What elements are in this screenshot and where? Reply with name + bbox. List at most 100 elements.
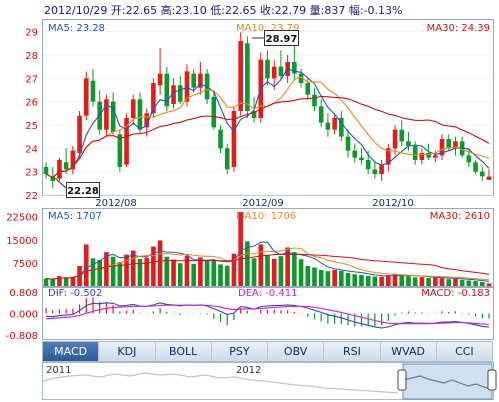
y-tick-label: 26 — [25, 98, 38, 109]
macd-y-axis: 0.808 0.000 -0.808 — [6, 288, 38, 342]
candle-body — [386, 148, 391, 165]
volume-bar — [231, 253, 237, 286]
candle-body — [318, 106, 324, 123]
navigator-handle-left[interactable] — [397, 369, 407, 391]
candles — [43, 32, 492, 188]
candle-body — [419, 153, 425, 160]
low-callout-label: 22.28 — [67, 186, 99, 197]
tab-boll[interactable]: BOLL — [156, 342, 212, 361]
candle-body — [446, 139, 452, 149]
candle-body — [164, 73, 170, 107]
volume-bar — [459, 279, 465, 286]
dea-line — [45, 304, 490, 326]
candle-body — [104, 99, 109, 130]
candle-body — [392, 129, 398, 149]
candle-body — [43, 167, 49, 174]
candle-body — [90, 80, 96, 102]
ohlc-header: 2012/10/29 开:22.65 高:23.10 低:22.65 收:22.… — [44, 4, 403, 17]
candle-body — [352, 150, 358, 158]
candle-body — [198, 73, 203, 88]
candle-body — [157, 73, 163, 86]
volume-bar — [379, 276, 384, 286]
volume-bar — [137, 258, 143, 286]
volume-bar — [433, 277, 438, 286]
vol-y-tick-label: 22500 — [6, 213, 38, 224]
candle-body — [325, 122, 331, 130]
navigator-handle-right[interactable] — [487, 369, 497, 391]
candle-body — [77, 115, 82, 153]
tab-macd[interactable]: MACD — [43, 342, 100, 361]
candle-body — [171, 85, 176, 104]
volume-bar — [117, 261, 123, 286]
candle-body — [177, 85, 183, 102]
candle-body — [479, 171, 485, 177]
tab-obv[interactable]: OBV — [268, 342, 325, 361]
candle-body — [359, 157, 364, 160]
ma5-line — [45, 67, 490, 179]
candle-body — [292, 62, 297, 74]
macd-y-tick-label: 0.000 — [9, 310, 38, 321]
y-tick-label: 29 — [25, 28, 38, 39]
y-tick-label: 24 — [25, 144, 38, 155]
indicator-tabs: MACD KDJ BOLL PSY OBV RSI WVAD CCI — [42, 341, 493, 362]
navigator-year-label: 2011 — [46, 365, 71, 376]
candle-body — [372, 169, 378, 174]
candle-body — [365, 160, 371, 170]
volume-bar — [151, 246, 156, 286]
candle-body — [151, 83, 156, 114]
volume-bar — [218, 264, 223, 286]
high-callout-label: 28.97 — [266, 34, 298, 45]
tab-rsi[interactable]: RSI — [324, 342, 381, 361]
volume-bar — [439, 278, 445, 286]
ma30-label: MA30: 24.39 — [427, 23, 490, 34]
tab-kdj[interactable]: KDJ — [99, 342, 156, 361]
volume-bar — [70, 276, 76, 286]
volume-bar — [473, 281, 478, 286]
volume-bar — [312, 267, 317, 286]
tab-cci[interactable]: CCI — [455, 345, 474, 358]
candle-body — [399, 129, 405, 142]
candle-body — [124, 118, 129, 165]
candle-body — [439, 139, 445, 156]
candle-body — [339, 118, 344, 137]
macd-label: MACD: -0.183 — [421, 288, 490, 299]
navigator-year-label: 2012 — [236, 365, 261, 376]
volume-bar — [426, 277, 431, 286]
volume-bar — [359, 274, 364, 286]
volume-bar — [251, 258, 257, 286]
candle-body — [265, 59, 270, 79]
vol-ma30-line — [45, 253, 490, 280]
candle-body — [433, 155, 438, 158]
volume-bar — [466, 280, 472, 286]
volume-bar — [245, 241, 250, 286]
volume-bar — [57, 276, 62, 286]
vol-ma30-label: MA30: 2610 — [430, 211, 490, 222]
candle-body — [144, 113, 149, 128]
ma5-label: MA5: 23.28 — [48, 23, 105, 34]
tab-psy[interactable]: PSY — [212, 342, 268, 361]
date-label: 2012/08 — [95, 198, 137, 209]
candle-body — [224, 148, 230, 170]
volume-bar — [238, 212, 243, 286]
volume-y-axis: 22500 15000 7500 — [6, 213, 38, 270]
volume-bar — [399, 275, 405, 286]
volume-bar — [258, 244, 264, 286]
volume-bar — [486, 283, 492, 286]
volume-bar — [271, 258, 277, 286]
macd-y-tick-label: -0.808 — [6, 331, 38, 342]
macd-lines — [45, 302, 490, 329]
ma-lines — [45, 67, 490, 179]
ma10-label: MA10: 23.79 — [236, 23, 299, 34]
high-callout-box — [264, 30, 299, 46]
volume-bar — [124, 254, 129, 286]
volume-bar — [305, 265, 311, 286]
candle-body — [473, 162, 478, 172]
volume-bar — [298, 259, 304, 286]
candle-body — [70, 150, 76, 170]
candle-body — [312, 94, 317, 107]
tab-wvad[interactable]: WVAD — [381, 342, 437, 361]
volume-bar — [386, 275, 391, 286]
volume-bar — [453, 278, 458, 286]
volume-bar — [224, 265, 230, 286]
